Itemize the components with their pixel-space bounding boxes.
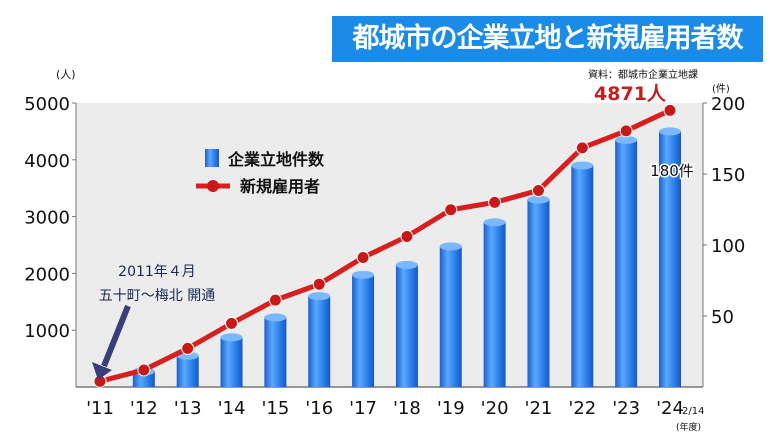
line-point [137,363,151,377]
left-tick-label: 1000 [24,321,70,342]
legend-line-marker [207,180,219,192]
bar [220,337,243,387]
source-note: 資料：都城市企業立地課 [588,70,698,81]
bar [352,274,375,387]
bar-top [308,292,331,301]
bar-top [571,161,594,170]
left-tick-label: 2000 [24,264,70,285]
line-point [268,293,282,307]
x-tick-label: '12 [130,398,158,419]
legend-line-label: 新規雇用者 [240,177,320,196]
x-tick-label: '18 [393,398,421,419]
bar [527,199,550,387]
line-point [575,141,589,155]
bar [659,131,681,387]
bar-top [527,195,550,204]
legend-bar-swatch [205,149,219,167]
line-point [444,203,458,217]
x-tick-label: '19 [437,398,465,419]
annotation-date: 2011年４月 [118,264,196,280]
right-tick-label: 100 [711,236,745,257]
x-tick-label: '16 [305,398,333,419]
left-axis-unit: (人) [56,68,76,81]
x-tick-label: '13 [174,398,202,419]
x-tick-label: '14 [218,398,246,419]
chart-title: 都城市の企業立地と新規雇用者数 [332,16,763,62]
bar-last-label: 180件 [650,162,694,180]
bar [395,264,418,387]
x-tick-label: '21 [525,398,553,419]
annotation-arrow-shaft [101,304,131,368]
bar [571,165,594,387]
bar [483,222,506,387]
x-tick-label: '15 [261,398,289,419]
x-tick-label: '24 [656,398,684,419]
x-tick-label: '17 [349,398,377,419]
right-tick-label: 150 [711,165,745,186]
bar-top [264,313,287,322]
line-last-label: 4871人 [594,83,667,105]
line-point [663,103,677,117]
bar-top [615,135,638,144]
left-tick-label: 5000 [24,94,70,115]
legend-bar-label: 企業立地件数 [227,150,325,169]
line-point [181,341,195,355]
right-tick-label: 50 [711,307,734,328]
bar-top [659,127,681,136]
left-tick-label: 3000 [24,208,70,229]
bar-top [483,218,506,227]
line-series [99,108,672,384]
right-axis-unit: (件) [712,83,730,95]
bar [308,296,331,387]
line-point [531,183,545,197]
line-point [400,229,414,243]
line-point [225,316,239,330]
x-tick-label: '23 [612,398,640,419]
bar [615,139,638,387]
x-axis-unit: (年度) [676,421,701,433]
right-tick-label: 200 [711,94,745,115]
left-tick-label: 4000 [24,151,70,172]
x-tick-label: '20 [481,398,509,419]
x-tick-label: '22 [568,398,596,419]
bar-top [220,333,243,342]
bar-top [439,242,462,251]
line-point [619,124,633,138]
annotation-arrow-head [92,362,112,380]
last-category-note: 2/14 [682,406,704,417]
annotation-text: 五十町～梅北 開通 [99,288,215,304]
bar-top [352,270,375,279]
bar [176,355,199,387]
line-point [312,277,326,291]
bar-top [395,260,418,269]
bar [439,246,462,387]
x-tick-label: '11 [86,398,114,419]
bar [264,317,287,387]
bar [132,371,155,387]
line-point [488,195,502,209]
line-point [356,250,370,264]
